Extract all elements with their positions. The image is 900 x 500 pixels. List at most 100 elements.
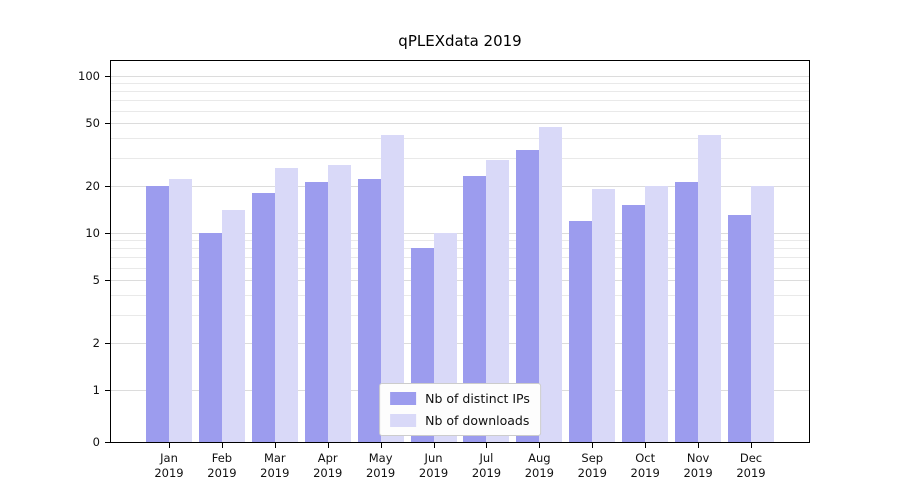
legend: Nb of distinct IPs Nb of downloads — [379, 383, 541, 436]
x-tick-month: Jan — [160, 451, 178, 465]
x-tick-year: 2019 — [207, 466, 237, 480]
x-tick-month: Jun — [424, 451, 443, 465]
bar-downloads — [380, 135, 404, 442]
bar-distinct-ips — [516, 149, 540, 442]
y-tick-mark — [105, 185, 110, 187]
bar-distinct-ips — [251, 192, 275, 442]
x-tick-mark — [751, 443, 752, 448]
y-tick-mark — [105, 390, 110, 391]
x-tick-year: 2019 — [154, 466, 184, 480]
gridline-major — [111, 123, 809, 125]
x-tick-year: 2019 — [577, 466, 607, 480]
y-tick-label: 10 — [85, 226, 100, 240]
bar-distinct-ips — [675, 182, 699, 442]
x-tick-label: Oct 2019 — [613, 451, 677, 481]
gridline-minor — [111, 257, 809, 259]
gridline-minor — [111, 110, 809, 112]
x-tick-label: Jun 2019 — [402, 451, 466, 481]
chart-title: qPLEXdata 2019 — [398, 32, 522, 50]
bar-distinct-ips — [569, 220, 593, 442]
bar-distinct-ips — [198, 233, 222, 442]
x-tick-label: May 2019 — [349, 451, 413, 481]
x-tick-label: Aug 2019 — [507, 451, 571, 481]
y-tick-mark — [105, 280, 110, 282]
bar-downloads — [486, 160, 510, 442]
bar-downloads — [539, 127, 563, 442]
x-tick-mark — [221, 443, 223, 448]
x-tick-month: Feb — [211, 451, 233, 465]
y-tick-label: 1 — [92, 383, 100, 397]
x-tick-mark — [539, 443, 541, 448]
x-tick-mark — [698, 443, 700, 448]
x-tick-label: Nov 2019 — [666, 451, 730, 481]
x-tick-mark — [486, 443, 488, 448]
gridline-minor — [111, 240, 809, 242]
x-tick-month: Jul — [479, 451, 494, 465]
y-tick-mark — [105, 233, 110, 234]
gridline-minor — [111, 138, 809, 140]
x-tick-year: 2019 — [365, 466, 396, 480]
x-tick-year: 2019 — [524, 466, 554, 480]
x-tick-label: Mar 2019 — [243, 451, 307, 481]
bar-distinct-ips — [463, 176, 487, 442]
bar-downloads — [169, 179, 192, 442]
x-tick-month: Dec — [739, 451, 763, 465]
x-tick-month: Oct — [635, 451, 656, 465]
legend-swatch — [390, 414, 417, 427]
legend-item: Nb of downloads — [390, 413, 530, 428]
x-tick-mark — [433, 443, 435, 448]
x-tick-year: 2019 — [260, 466, 290, 480]
gridline-major — [111, 76, 809, 77]
x-tick-month: Mar — [263, 451, 286, 465]
bar-downloads — [327, 165, 351, 442]
bar-distinct-ips — [146, 185, 169, 442]
bar-downloads — [698, 135, 722, 442]
legend-swatch — [390, 392, 417, 405]
x-tick-label: Dec 2019 — [719, 451, 783, 481]
bar-distinct-ips — [728, 215, 751, 442]
gridline-minor — [111, 295, 809, 297]
bar-downloads — [592, 189, 616, 442]
x-tick-year: 2019 — [736, 466, 766, 480]
x-tick-year: 2019 — [471, 466, 502, 480]
gridline-minor — [111, 91, 809, 93]
x-tick-month: Apr — [317, 451, 338, 465]
gridline-minor — [111, 83, 809, 85]
y-tick-mark — [105, 76, 110, 77]
x-tick-mark — [592, 443, 594, 448]
y-tick-label: 20 — [85, 178, 100, 193]
x-tick-label: Apr 2019 — [296, 451, 360, 481]
y-tick-label: 100 — [78, 69, 100, 83]
y-tick-mark — [105, 342, 110, 344]
gridline-minor — [111, 315, 809, 317]
x-tick-mark — [274, 443, 276, 448]
gridline-major — [111, 185, 809, 187]
x-tick-label: Jan 2019 — [137, 451, 201, 481]
x-tick-mark — [645, 443, 647, 448]
x-tick-mark — [327, 443, 329, 448]
bar-downloads — [221, 210, 245, 442]
x-tick-mark — [169, 443, 170, 448]
bar-distinct-ips — [357, 179, 381, 442]
x-tick-month: May — [368, 451, 393, 465]
y-tick-label: 0 — [92, 435, 100, 449]
gridline-minor — [111, 100, 809, 102]
gridline-major — [111, 233, 809, 234]
bar-distinct-ips — [304, 182, 328, 442]
gridline-minor — [111, 248, 809, 250]
x-tick-label: Sep 2019 — [560, 451, 624, 481]
x-tick-month: Sep — [581, 451, 604, 465]
x-tick-year: 2019 — [418, 466, 449, 480]
bar-downloads — [645, 185, 669, 442]
legend-item: Nb of distinct IPs — [390, 391, 530, 406]
gridline-minor — [111, 158, 809, 160]
x-tick-year: 2019 — [630, 466, 660, 480]
x-tick-label: Feb 2019 — [190, 451, 254, 481]
y-tick-mark — [105, 442, 110, 443]
y-tick-label: 2 — [92, 335, 100, 350]
x-tick-mark — [380, 443, 382, 448]
gridline-minor — [111, 267, 809, 269]
bar-distinct-ips — [622, 205, 646, 442]
x-tick-label: Jul 2019 — [454, 451, 518, 481]
